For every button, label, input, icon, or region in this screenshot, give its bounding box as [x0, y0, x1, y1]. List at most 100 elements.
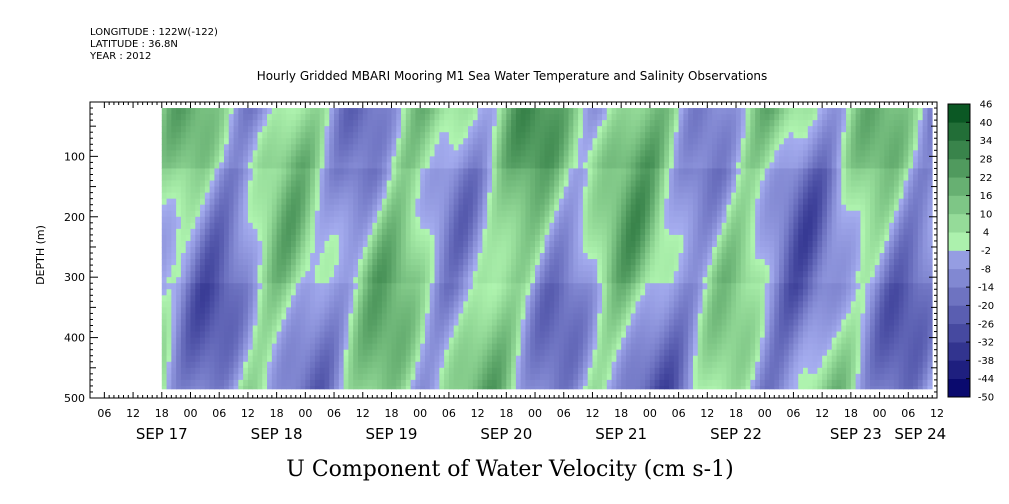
heatmap-cell [338, 265, 345, 272]
heatmap-cell [649, 132, 656, 139]
heatmap-cell [587, 222, 593, 230]
heatmap-cell [487, 114, 493, 121]
heatmap-cell [602, 253, 608, 260]
heatmap-cell [185, 301, 191, 308]
heatmap-cell [353, 126, 359, 133]
heatmap-cell [448, 174, 455, 181]
heatmap-cell [573, 313, 579, 320]
heatmap-cell [204, 180, 211, 187]
heatmap-cell [635, 385, 641, 390]
heatmap-cell [558, 180, 565, 187]
heatmap-cell [458, 253, 464, 260]
heatmap-cell [444, 331, 450, 338]
heatmap-cell [410, 295, 416, 302]
heatmap-cell [544, 216, 550, 224]
heatmap-cell [520, 120, 526, 127]
heatmap-cell [558, 210, 565, 218]
heatmap-cell [649, 367, 656, 375]
heatmap-cell [630, 355, 636, 363]
heatmap-cell [645, 313, 651, 320]
heatmap-cell [640, 343, 646, 351]
heatmap-cell [458, 331, 464, 338]
heatmap-cell [410, 289, 416, 296]
heatmap-cell [405, 373, 412, 381]
heatmap-cell [334, 343, 340, 351]
heatmap-cell [434, 319, 440, 326]
heatmap-cell [606, 126, 612, 133]
heatmap-cell [324, 192, 330, 200]
heatmap-cell [501, 325, 507, 332]
heatmap-cell [659, 307, 665, 314]
heatmap-cell [573, 126, 579, 133]
heatmap-cell [578, 337, 584, 345]
heatmap-cell [444, 313, 450, 320]
heatmap-cell [267, 349, 273, 357]
heatmap-cell [314, 126, 321, 133]
heatmap-cell [223, 156, 230, 163]
heatmap-cell [314, 283, 321, 290]
heatmap-cell [597, 186, 603, 194]
heatmap-cell [314, 120, 321, 127]
heatmap-cell [377, 114, 383, 121]
heatmap-cell [281, 120, 287, 127]
heatmap-cell [458, 144, 464, 151]
heatmap-cell [348, 222, 354, 230]
heatmap-cell [630, 138, 636, 145]
heatmap-cell [664, 180, 670, 187]
heatmap-cell [267, 343, 273, 351]
heatmap-cell [372, 246, 378, 254]
heatmap-cell [649, 361, 656, 369]
heatmap-cell [611, 228, 617, 236]
heatmap-cell [223, 216, 230, 224]
heatmap-cell [176, 313, 182, 320]
heatmap-cell [353, 120, 359, 127]
heatmap-cell [286, 271, 292, 278]
heatmap-cell [233, 295, 239, 302]
heatmap-cell [659, 361, 665, 369]
heatmap-cell [372, 108, 378, 115]
heatmap-cell [587, 210, 593, 218]
heatmap-cell [487, 234, 493, 242]
heatmap-cell [247, 259, 254, 266]
heatmap-cell [415, 307, 421, 314]
heatmap-cell [501, 361, 507, 369]
heatmap-cell [496, 192, 502, 200]
heatmap-cell [554, 126, 560, 133]
heatmap-cell [353, 168, 359, 175]
heatmap-cell [539, 150, 546, 157]
heatmap-cell [444, 210, 450, 218]
heatmap-cell [381, 265, 388, 272]
heatmap-cell [477, 240, 483, 248]
heatmap-cell [290, 138, 297, 145]
heatmap-cell [161, 385, 167, 390]
heatmap-cell [219, 361, 225, 369]
heatmap-cell [290, 174, 297, 181]
heatmap-cell [649, 349, 656, 357]
heatmap-cell [386, 246, 392, 254]
heatmap-cell [511, 204, 517, 212]
heatmap-cell [338, 307, 345, 314]
heatmap-cell [482, 349, 488, 357]
heatmap-cell [444, 120, 450, 127]
heatmap-cell [597, 246, 603, 254]
heatmap-cell [645, 204, 651, 212]
heatmap-cell [338, 349, 345, 357]
heatmap-cell [530, 331, 536, 338]
heatmap-cell [247, 343, 254, 351]
heatmap-cell [228, 253, 234, 260]
heatmap-cell [535, 337, 541, 345]
heatmap-cell [424, 246, 431, 254]
heatmap-cell [420, 204, 426, 212]
heatmap-cell [305, 180, 311, 187]
heatmap-cell [247, 240, 254, 248]
heatmap-cell [348, 307, 354, 314]
heatmap-cell [238, 144, 244, 151]
heatmap-cell [204, 156, 211, 163]
heatmap-cell [329, 210, 335, 218]
heatmap-cell [621, 355, 627, 363]
heatmap-cell [271, 162, 278, 169]
heatmap-cell [386, 271, 392, 278]
heatmap-cell [439, 216, 445, 224]
heatmap-cell [271, 204, 278, 212]
heatmap-cell [558, 234, 565, 242]
